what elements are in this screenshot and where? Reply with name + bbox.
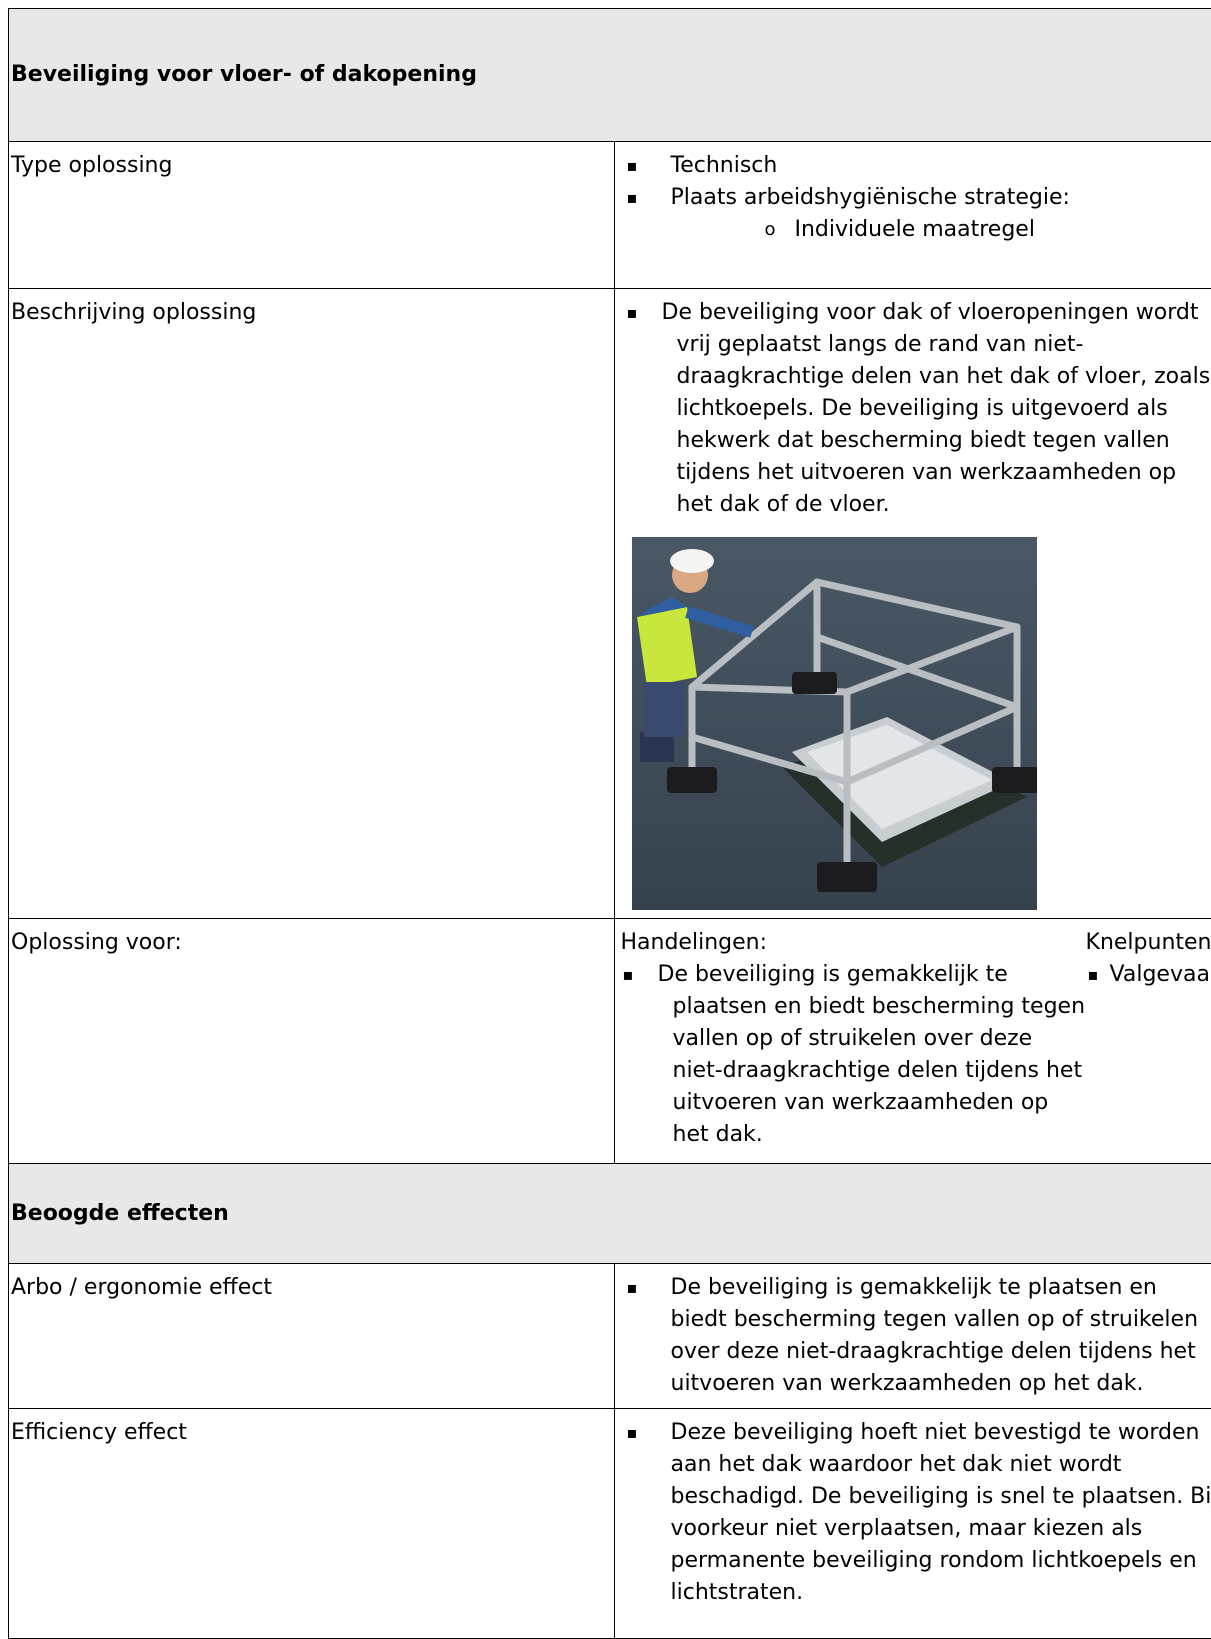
- section-title: Beoogde effecten: [9, 1164, 1211, 1264]
- solution-table: Beveiliging voor vloer- of dakopening Ty…: [8, 8, 1211, 1639]
- row-content: De beveiliging voor dak of vloeropeninge…: [614, 289, 1211, 919]
- bullet: Plaats arbeidshygiënische strategie:: [625, 182, 1211, 214]
- row-label: Beschrijving oplossing: [9, 289, 615, 919]
- column: Handelingen: De beveiliging is gemakkeli…: [621, 927, 1086, 1151]
- row: Oplossing voor: Handelingen: De beveilig…: [9, 919, 1211, 1164]
- row: Efficiency effect Deze beveiliging hoeft…: [9, 1409, 1211, 1639]
- row-label: Type oplossing: [9, 142, 615, 289]
- column-heading: Knelpunten:: [1086, 927, 1211, 959]
- bullet: De beveiliging is gemakkelijk te plaatse…: [621, 959, 1086, 1151]
- bullet: Deze beveiliging hoeft niet bevestigd te…: [625, 1417, 1211, 1609]
- column-heading: Handelingen:: [621, 927, 1086, 959]
- bullet-list: Valgevaar: [1086, 959, 1211, 991]
- bullet: Technisch: [625, 150, 1211, 182]
- row-content: Technisch Plaats arbeidshygiënische stra…: [614, 142, 1211, 289]
- bullet-list: De beveiliging is gemakkelijk te plaatse…: [621, 959, 1086, 1151]
- bullet: De beveiliging voor dak of vloeropeninge…: [625, 297, 1211, 521]
- section-row: Beoogde effecten: [9, 1164, 1211, 1264]
- sub-bullet: Individuele maatregel: [625, 214, 1211, 246]
- bullet-list: De beveiliging voor dak of vloeropeninge…: [625, 297, 1211, 521]
- row-label: Oplossing voor:: [9, 919, 615, 1164]
- photo: [632, 537, 1037, 910]
- bullet: Valgevaar: [1086, 959, 1211, 991]
- bullet-list: Technisch Plaats arbeidshygiënische stra…: [625, 150, 1211, 246]
- row-content: De beveiliging is gemakkelijk te plaatse…: [614, 1264, 1211, 1409]
- row: Arbo / ergonomie effect De beveiliging i…: [9, 1264, 1211, 1409]
- row-content: Deze beveiliging hoeft niet bevestigd te…: [614, 1409, 1211, 1639]
- bullet-list: Deze beveiliging hoeft niet bevestigd te…: [625, 1417, 1211, 1609]
- row-label: Arbo / ergonomie effect: [9, 1264, 615, 1409]
- bullet-list: De beveiliging is gemakkelijk te plaatse…: [625, 1272, 1211, 1400]
- column: Knelpunten: Valgevaar: [1086, 927, 1211, 1151]
- title: Beveiliging voor vloer- of dakopening: [9, 9, 1211, 142]
- bullet: De beveiliging is gemakkelijk te plaatse…: [625, 1272, 1211, 1400]
- row: Type oplossing Technisch Plaats arbeidsh…: [9, 142, 1211, 289]
- row: Beschrijving oplossing De beveiliging vo…: [9, 289, 1211, 919]
- page: {"title": "Beveiliging voor vloer- of da…: [0, 0, 1211, 1505]
- row-content: Handelingen: De beveiliging is gemakkeli…: [614, 919, 1211, 1164]
- title-row: Beveiliging voor vloer- of dakopening: [9, 9, 1211, 142]
- columns: Handelingen: De beveiliging is gemakkeli…: [621, 927, 1211, 1151]
- row-label: Efficiency effect: [9, 1409, 615, 1639]
